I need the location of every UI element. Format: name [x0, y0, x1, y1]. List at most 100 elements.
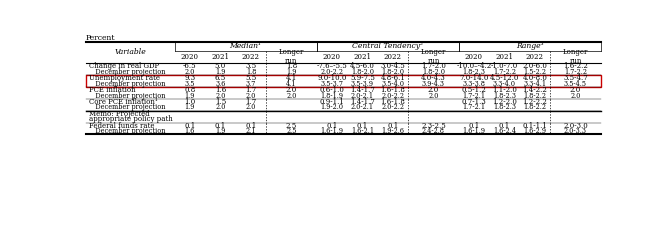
Text: 2020: 2020: [323, 53, 341, 61]
Text: -1.0-7.0: -1.0-7.0: [491, 62, 518, 70]
Text: 1.9-2.6: 1.9-2.6: [381, 127, 405, 135]
Text: 3.3-4.0: 3.3-4.0: [493, 80, 516, 88]
Text: 1.6: 1.6: [215, 86, 226, 94]
Text: 2.0: 2.0: [428, 92, 439, 100]
Text: -7.6–-5.5: -7.6–-5.5: [316, 62, 347, 70]
Text: 0.1: 0.1: [245, 122, 257, 130]
Text: 1.8-2.0: 1.8-2.0: [422, 68, 445, 76]
Text: 2.0: 2.0: [570, 92, 581, 100]
Text: 2.5: 2.5: [286, 127, 297, 135]
Text: 2.0: 2.0: [215, 103, 226, 111]
Text: 1.6-2.4: 1.6-2.4: [493, 127, 516, 135]
Text: 0.1: 0.1: [468, 122, 480, 130]
Text: December projection: December projection: [89, 127, 165, 135]
Text: 1.7-2.1: 1.7-2.1: [462, 103, 485, 111]
Text: 0.1: 0.1: [326, 122, 338, 130]
Text: Central Tendency²: Central Tendency²: [352, 43, 423, 51]
Text: 2.0-2.2: 2.0-2.2: [381, 92, 405, 100]
Text: 3.5-4.0: 3.5-4.0: [381, 80, 405, 88]
Text: 4.5-6.0: 4.5-6.0: [350, 62, 375, 70]
Text: 2.3-2.5: 2.3-2.5: [421, 122, 446, 130]
Text: 1.7: 1.7: [245, 98, 257, 106]
Text: December projection: December projection: [89, 68, 165, 76]
Text: 1.7-2.0: 1.7-2.0: [421, 62, 446, 70]
Text: 3.7: 3.7: [246, 80, 256, 88]
Text: 1.8-2.3: 1.8-2.3: [493, 92, 516, 100]
Text: appropriate policy path: appropriate policy path: [89, 115, 173, 123]
Text: 1.9: 1.9: [215, 68, 226, 76]
Text: 0.5-1.2: 0.5-1.2: [462, 86, 486, 94]
Text: 5.0: 5.0: [215, 62, 226, 70]
Text: 2.0: 2.0: [246, 103, 256, 111]
Text: 2.0-2.2: 2.0-2.2: [381, 103, 405, 111]
Text: 4.8-6.1: 4.8-6.1: [381, 74, 405, 82]
Text: 2.0: 2.0: [286, 86, 297, 94]
Text: Core PCE inflation¹: Core PCE inflation¹: [89, 98, 158, 106]
Text: 4.1: 4.1: [286, 74, 297, 82]
Text: 1.9: 1.9: [185, 103, 195, 111]
Text: 1.2-2.0: 1.2-2.0: [492, 98, 517, 106]
Text: 2.0: 2.0: [428, 86, 439, 94]
Text: 0.1: 0.1: [357, 122, 368, 130]
Text: 3.0-4.5: 3.0-4.5: [381, 62, 405, 70]
Text: 1.6-2.1: 1.6-2.1: [351, 127, 374, 135]
Text: 1.4-2.2: 1.4-2.2: [523, 86, 547, 94]
Text: 4.0-4.3: 4.0-4.3: [421, 74, 446, 82]
Text: 1.6-2.2: 1.6-2.2: [563, 62, 588, 70]
Text: 2.0: 2.0: [185, 68, 195, 76]
Text: 5.9-7.5: 5.9-7.5: [350, 74, 375, 82]
Text: 2022: 2022: [242, 53, 260, 61]
Text: 2.0-2.2: 2.0-2.2: [320, 68, 344, 76]
Text: 1.1-2.0: 1.1-2.0: [492, 86, 517, 94]
Text: 2021: 2021: [212, 53, 229, 61]
Text: 1.7: 1.7: [245, 86, 257, 94]
Text: December projection: December projection: [89, 92, 165, 100]
Text: 1.8: 1.8: [286, 62, 297, 70]
Text: 1.6-1.9: 1.6-1.9: [462, 127, 485, 135]
Text: Median¹: Median¹: [230, 43, 261, 51]
Text: 2020: 2020: [465, 53, 483, 61]
Text: 3.5-4.5: 3.5-4.5: [564, 80, 587, 88]
Text: Unemployment rate: Unemployment rate: [89, 74, 160, 82]
Text: 5.5: 5.5: [245, 74, 257, 82]
Bar: [86, 75, 601, 87]
Text: 2.1: 2.1: [246, 127, 256, 135]
Text: -6.5: -6.5: [183, 62, 197, 70]
Text: 2.0: 2.0: [570, 86, 581, 94]
Text: 2.0-2.1: 2.0-2.1: [351, 103, 374, 111]
Text: 3.3-4.1: 3.3-4.1: [523, 80, 547, 88]
Text: Longer
run: Longer run: [421, 48, 446, 66]
Text: PCE inflation: PCE inflation: [89, 86, 136, 94]
Text: Federal funds rate: Federal funds rate: [89, 122, 155, 130]
Text: 2.0-2.1: 2.0-2.1: [351, 92, 374, 100]
Text: 1.8-2.3: 1.8-2.3: [462, 68, 485, 76]
Text: 9.3: 9.3: [184, 74, 196, 82]
Text: 1.4-1.7: 1.4-1.7: [350, 98, 375, 106]
Text: 2.0: 2.0: [286, 92, 297, 100]
Text: 7.0-14.0: 7.0-14.0: [459, 74, 488, 82]
Text: 1.6-1.8: 1.6-1.8: [381, 98, 405, 106]
Text: 3.5-3.7: 3.5-3.7: [320, 80, 344, 88]
Text: 1.9: 1.9: [185, 92, 195, 100]
Text: 1.7-2.1: 1.7-2.1: [462, 92, 485, 100]
Text: 1.6-1.8: 1.6-1.8: [381, 86, 405, 94]
Text: 0.8: 0.8: [184, 86, 196, 94]
Text: Change in real GDP: Change in real GDP: [89, 62, 159, 70]
Text: Percent: Percent: [86, 34, 116, 42]
Text: Longer
run: Longer run: [279, 48, 304, 66]
Text: 2.0: 2.0: [215, 92, 226, 100]
Text: 3.5-4.7: 3.5-4.7: [563, 74, 588, 82]
Text: 2.5: 2.5: [286, 122, 297, 130]
Text: 1.5: 1.5: [215, 98, 226, 106]
Text: 0.6-1.0: 0.6-1.0: [320, 86, 344, 94]
Text: 1.2-2.2: 1.2-2.2: [523, 98, 547, 106]
Text: 0.1: 0.1: [387, 122, 399, 130]
Text: 0.7-1.3: 0.7-1.3: [462, 98, 486, 106]
Text: 2.0: 2.0: [246, 92, 256, 100]
Text: 9.0-10.0: 9.0-10.0: [317, 74, 346, 82]
Text: 3.5: 3.5: [245, 62, 257, 70]
Text: 1.7-2.2: 1.7-2.2: [564, 68, 587, 76]
Text: 0.1: 0.1: [499, 122, 510, 130]
Text: 3.5: 3.5: [185, 80, 195, 88]
Text: 1.8: 1.8: [246, 68, 256, 76]
